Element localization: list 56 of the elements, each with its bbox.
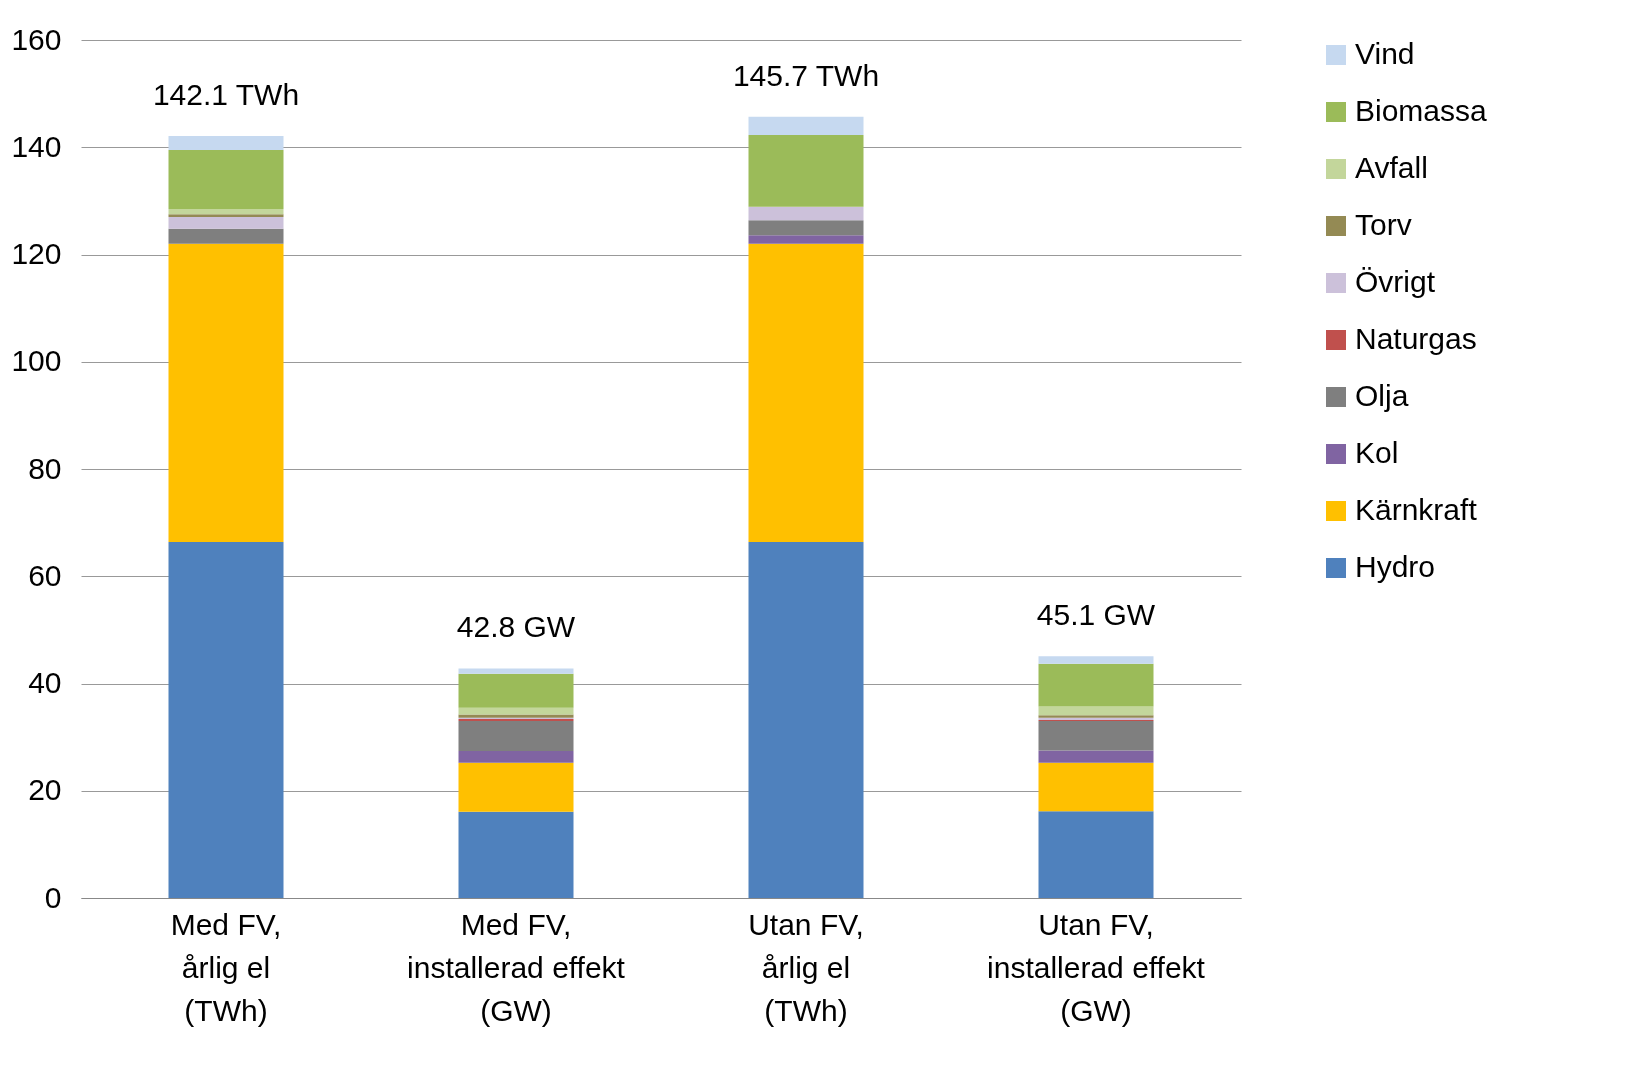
bar	[168, 541, 284, 898]
bar	[1038, 656, 1154, 664]
y-tick-label: 120	[11, 237, 62, 270]
bar	[1038, 663, 1154, 707]
total-label: 145.7 TWh	[732, 58, 880, 92]
bar	[1038, 750, 1154, 763]
bar	[1038, 706, 1154, 716]
legend-label: Olja	[1355, 379, 1409, 412]
total-label: 42.8 GW	[456, 610, 576, 644]
bar	[748, 134, 864, 207]
x-tick-label: Med FV, installerad effekt (GW)	[407, 907, 626, 1027]
bar	[458, 721, 574, 752]
legend-label: Kol	[1355, 436, 1399, 469]
y-tick-label: 100	[11, 344, 62, 378]
legend-label: Avfall	[1355, 151, 1428, 184]
bar	[748, 116, 864, 135]
legend-label: Kärnkraft	[1355, 493, 1478, 526]
y-tick-label: 80	[28, 451, 62, 485]
bar	[748, 220, 864, 236]
y-tick-label: 160	[11, 22, 62, 56]
legend-label: Biomassa	[1355, 94, 1488, 127]
x-tick-label: Med FV, årlig el (TWh)	[170, 907, 282, 1027]
y-tick-label: 40	[28, 666, 62, 699]
bar	[748, 243, 864, 542]
y-tick-label: 20	[28, 773, 62, 807]
bar	[168, 243, 284, 542]
bar	[458, 707, 574, 715]
bar	[1038, 811, 1154, 898]
total-label: 142.1 TWh	[152, 77, 300, 111]
x-tick-label: Utan FV, installerad effekt (GW)	[987, 907, 1206, 1027]
bar	[168, 228, 284, 244]
bar	[748, 541, 864, 898]
bar	[168, 214, 284, 217]
x-tick-label: Utan FV, årlig el (TWh)	[748, 907, 864, 1027]
bar	[748, 235, 864, 244]
bar	[1038, 721, 1154, 751]
total-label: 45.1 GW	[1036, 598, 1156, 632]
bar	[458, 668, 574, 674]
bar	[168, 149, 284, 209]
legend-label: Hydro	[1355, 550, 1436, 583]
y-tick-label: 60	[28, 558, 62, 592]
bar	[168, 208, 284, 215]
bar	[458, 673, 574, 708]
bar	[168, 216, 284, 229]
legend-label: Övrigt	[1355, 265, 1436, 298]
y-tick-label: 140	[11, 129, 62, 163]
bar	[748, 206, 864, 221]
bar	[458, 811, 574, 898]
legend-label: Naturgas	[1355, 322, 1477, 355]
bar	[458, 762, 574, 812]
bar	[168, 135, 284, 150]
y-tick-label: 0	[44, 880, 62, 914]
bar	[1038, 762, 1154, 812]
legend-label: Torv	[1355, 208, 1412, 241]
legend-label: Vind	[1355, 37, 1415, 70]
bar	[458, 751, 574, 763]
